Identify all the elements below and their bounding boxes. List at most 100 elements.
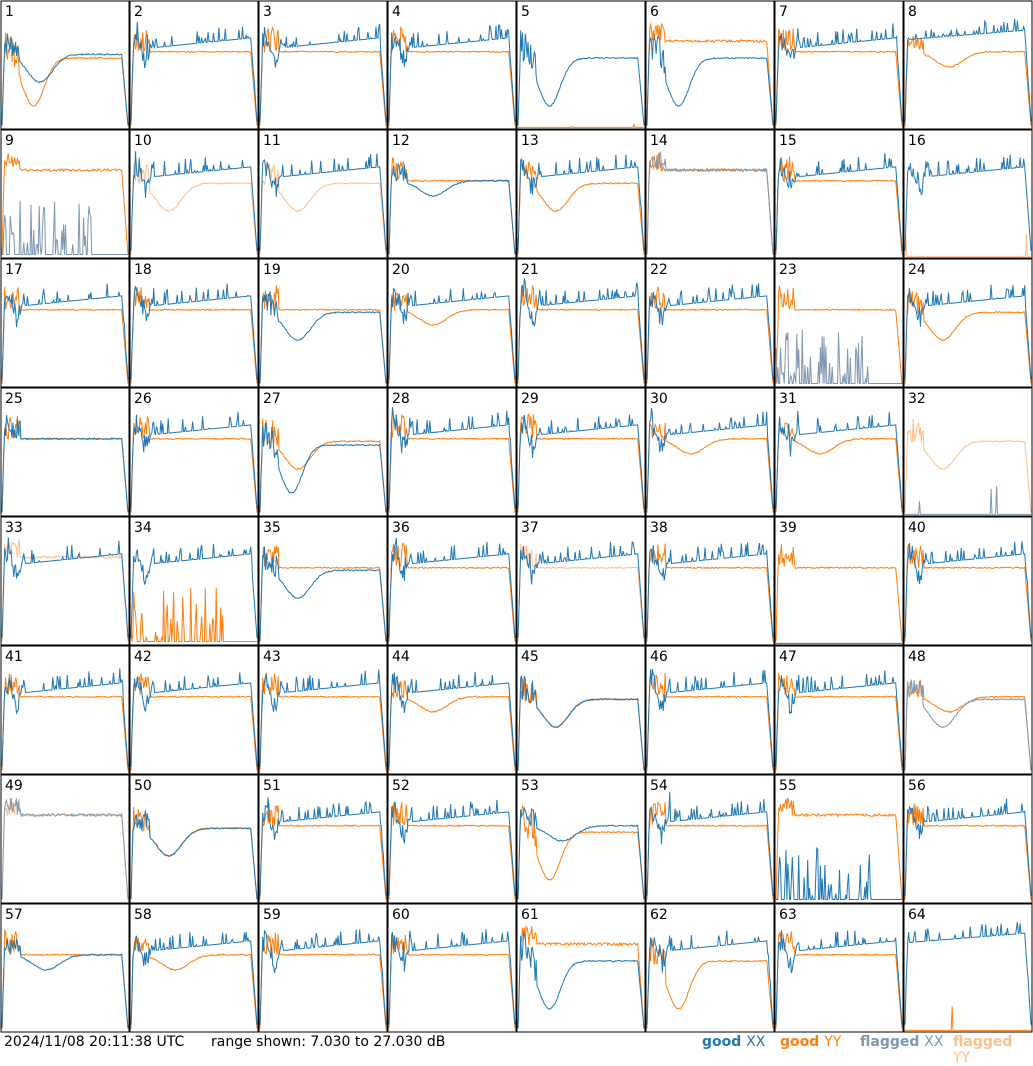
panel-frame: [258, 645, 388, 775]
panel-frame: [516, 774, 646, 904]
panel-label: 6: [650, 4, 659, 20]
series-xx-line: [517, 541, 645, 638]
panel-frame: [903, 774, 1033, 904]
panel-frame: [258, 0, 388, 130]
panel-43: 43: [258, 645, 388, 775]
series-xx-line: [1, 937, 129, 1029]
panel-label: 36: [392, 520, 410, 536]
series-yy-line: [259, 160, 387, 255]
series-yy-line: [904, 35, 1032, 126]
panel-label: 41: [5, 649, 23, 665]
panel-56: 56: [903, 774, 1033, 904]
series-xx-line: [130, 151, 258, 251]
panel-label: 20: [392, 262, 410, 278]
panel-label: 29: [521, 391, 539, 407]
panel-55: 55: [774, 774, 904, 904]
series-xx-line: [388, 163, 516, 255]
panel-frame: [387, 903, 517, 1033]
series-xx-line: [905, 486, 1031, 515]
panel-frame: [129, 903, 259, 1033]
panel-frame: [387, 645, 517, 775]
panel-63: 63: [774, 903, 904, 1033]
panel-35: 35: [258, 516, 388, 646]
series-yy-line: [775, 156, 903, 255]
panel-29: 29: [516, 387, 646, 517]
series-xx-line: [904, 798, 1032, 896]
panel-label: 32: [908, 391, 926, 407]
panel-frame: [129, 0, 259, 130]
panel-6: 6: [645, 0, 775, 130]
series-xx-line: [130, 411, 258, 509]
series-xx-line: [904, 541, 1032, 638]
legend-label: good: [702, 1034, 742, 1050]
panel-label: 47: [779, 649, 797, 665]
panel-19: 19: [258, 258, 388, 388]
series-yy-line: [388, 932, 516, 1029]
panel-frame: [774, 0, 904, 130]
series-xx-line: [646, 668, 774, 767]
panel-frame: [516, 645, 646, 775]
series-yy-line: [259, 672, 387, 771]
panel-label: 35: [263, 520, 281, 536]
series-yy-line: [517, 161, 645, 255]
panel-label: 54: [650, 778, 668, 794]
panel-label: 63: [779, 907, 797, 923]
series-yy-line: [646, 286, 774, 384]
panel-53: 53: [516, 774, 646, 904]
panel-41: 41: [0, 645, 130, 775]
panel-label: 23: [779, 262, 797, 278]
panel-label: 58: [134, 907, 152, 923]
series-xx-line: [517, 154, 645, 251]
panel-label: 1: [5, 4, 14, 20]
panel-frame: [645, 516, 775, 646]
panel-23: 23: [774, 258, 904, 388]
panel-49: 49: [0, 774, 130, 904]
panel-label: 16: [908, 133, 926, 149]
series-yy-line: [259, 545, 387, 642]
panel-64: 64: [903, 903, 1033, 1033]
panel-label: 44: [392, 649, 410, 665]
panel-frame: [774, 129, 904, 259]
panel-frame: [0, 0, 130, 130]
panel-frame: [129, 129, 259, 259]
series-yy-line: [130, 587, 257, 642]
series-xx-line: [259, 291, 387, 384]
series-xx-line: [388, 407, 516, 509]
panel-frame: [774, 903, 904, 1033]
panel-61: 61: [516, 903, 646, 1033]
panel-37: 37: [516, 516, 646, 646]
series-yy-line: [388, 25, 516, 126]
series-yy-line: [388, 291, 516, 384]
panel-frame: [774, 258, 904, 388]
panel-frame: [903, 516, 1033, 646]
panel-frame: [645, 258, 775, 388]
panel-14: 14: [645, 129, 775, 259]
panel-22: 22: [645, 258, 775, 388]
series-xx-line: [1, 283, 129, 380]
panel-frame: [516, 903, 646, 1033]
series-yy-line: [904, 291, 1032, 384]
panel-59: 59: [258, 903, 388, 1033]
series-xx-line: [130, 810, 258, 900]
panel-label: 12: [392, 133, 410, 149]
panel-frame: [129, 258, 259, 388]
panel-42: 42: [129, 645, 259, 775]
series-yy-line: [388, 542, 516, 642]
panel-32: 32: [903, 387, 1033, 517]
panel-frame: [903, 903, 1033, 1033]
panel-58: 58: [129, 903, 259, 1033]
panel-frame: [645, 129, 775, 259]
panel-label: 48: [908, 649, 926, 665]
panel-46: 46: [645, 645, 775, 775]
panel-label: 59: [263, 907, 281, 923]
series-xx-line: [775, 410, 903, 509]
panel-40: 40: [903, 516, 1033, 646]
series-xx-line: [646, 283, 774, 380]
series-xx-line: [517, 30, 645, 126]
panel-label: 38: [650, 520, 668, 536]
panel-label: 43: [263, 649, 281, 665]
panel-frame: [129, 387, 259, 517]
panel-label: 30: [650, 391, 668, 407]
panel-frame: [903, 387, 1033, 517]
panel-13: 13: [516, 129, 646, 259]
